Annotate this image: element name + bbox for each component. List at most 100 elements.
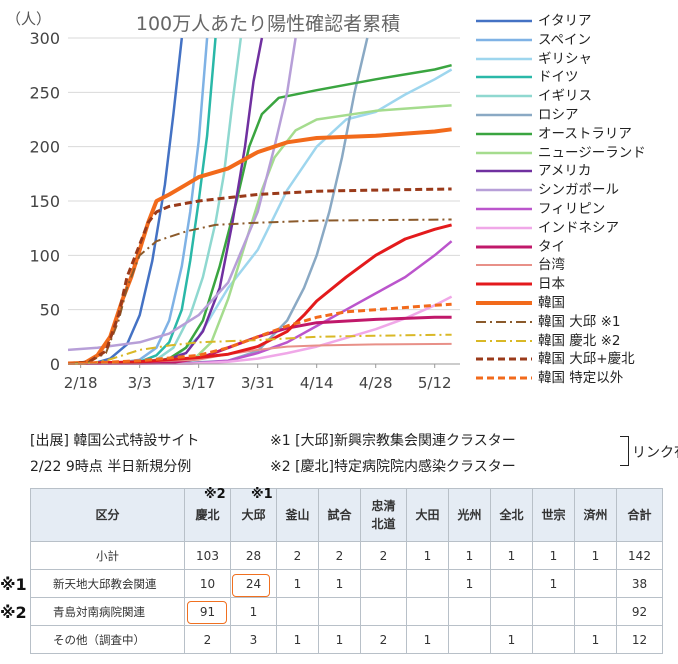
table-cell: 92 xyxy=(616,597,663,626)
series-line-16 xyxy=(68,218,452,365)
row-label: 新天地大邱教会関連 xyxy=(30,569,185,598)
source-notes: [出展] 韓国公式特設サイト 2/22 9時点 半日新規分例 ※1 [大邱]新興… xyxy=(30,428,678,484)
legend-label: 韓国 特定以外 xyxy=(538,370,624,387)
cases-table-wrap: 区分 慶北 大邱 釜山 試合 忠清 北道 大田 光州 全北 世宗 済州 合計 小計 103 28 2 2 2 1 1… xyxy=(30,488,663,654)
legend-item: ドイツ xyxy=(474,68,678,87)
table-header-cell: 釜山 xyxy=(276,488,319,542)
table-cell: 1 xyxy=(574,625,617,654)
y-tick-label: 300 xyxy=(29,29,60,48)
table-cell xyxy=(574,597,617,626)
legend-item: オーストラリア xyxy=(474,125,678,144)
highlight-daegu-cluster xyxy=(232,574,270,597)
source-line-2: 2/22 9時点 半日新規分例 xyxy=(30,459,192,475)
legend-swatch xyxy=(476,94,532,98)
link-label: リンク有 xyxy=(632,445,678,461)
legend-label: インドネシア xyxy=(538,219,619,236)
cases-table: 区分 慶北 大邱 釜山 試合 忠清 北道 大田 光州 全北 世宗 済州 合計 小計 103 28 2 2 2 1 1… xyxy=(30,488,663,654)
legend-label: イタリア xyxy=(538,13,592,29)
legend-swatch xyxy=(476,376,532,380)
table-cell xyxy=(360,569,407,598)
legend-item: 韓国 大邱+慶北 xyxy=(474,350,678,369)
x-tick-label: 5/12 xyxy=(418,374,452,392)
series-line-11 xyxy=(68,295,453,365)
legend-item: タイ xyxy=(474,238,678,257)
table-row: 新天地大邱教会関連 10 24 1 1 1 1 38 xyxy=(30,569,663,598)
legend-label: ギリシャ xyxy=(538,50,592,67)
series-line-9 xyxy=(68,37,297,352)
x-tick-label: 3/17 xyxy=(182,374,216,392)
legend-item: 日本 xyxy=(474,275,678,294)
table-row: その他（調査中） 2 3 1 1 2 1 1 1 12 xyxy=(30,625,663,654)
legend-swatch xyxy=(476,226,532,230)
legend-item: シンガポール xyxy=(474,181,678,200)
x-tick-label: 3/31 xyxy=(241,374,275,392)
table-header-cell: 光州 xyxy=(448,488,491,542)
legend-item: ギリシャ xyxy=(474,50,678,69)
legend-item: インドネシア xyxy=(474,219,678,238)
legend-swatch xyxy=(476,339,532,342)
table-header-cell: 忠清 北道 xyxy=(360,488,407,542)
series-line-19 xyxy=(68,302,452,365)
line-chart: 0 50 100 150 200 250 300 2/18 3/3 3/17 3/31 4/14 4/2… xyxy=(6,10,460,392)
chart-title: 100万人あたり陽性確認者累積 xyxy=(136,13,400,35)
legend-item: 韓国 特定以外 xyxy=(474,369,678,388)
table-cell xyxy=(490,597,533,626)
legend-swatch xyxy=(476,38,532,42)
top-mark-1: ※2 xyxy=(204,487,226,502)
table-header-cell: 試合 xyxy=(318,488,361,542)
series-line-17 xyxy=(68,333,452,365)
series-line-18 xyxy=(68,187,452,365)
table-cell: 103 xyxy=(184,541,231,570)
legend-item: 韓国 慶北 ※2 xyxy=(474,332,678,351)
table-cell xyxy=(448,597,491,626)
table-cell xyxy=(318,597,361,626)
legend-item: 台湾 xyxy=(474,256,678,275)
legend-swatch xyxy=(476,113,532,117)
table-cell: 1 xyxy=(406,625,449,654)
table-cell: 24 xyxy=(230,569,277,598)
table-header-cell: 全北 xyxy=(490,488,533,542)
legend-item: イギリス xyxy=(474,87,678,106)
legend-swatch xyxy=(476,76,532,79)
legend-label: タイ xyxy=(538,238,565,255)
x-tick-label: 3/3 xyxy=(128,374,152,392)
table-cell: 1 xyxy=(448,541,491,570)
table-header-cell: 大邱 xyxy=(230,488,277,542)
note-cluster-1: ※1 [大邱]新興宗教集会関連クラスター xyxy=(270,433,516,449)
legend-label: 韓国 大邱+慶北 xyxy=(538,351,635,368)
legend-label: フィリピン xyxy=(538,200,606,217)
legend-label: 日本 xyxy=(538,276,565,293)
legend-label: 韓国 xyxy=(538,294,565,311)
legend-item: ニュージーランド xyxy=(474,144,678,163)
table-row: 青島対南病院関連 91 1 92 xyxy=(30,597,663,626)
table-header-cell: 慶北 xyxy=(184,488,231,542)
note-cluster-2: ※2 [慶北]特定病院院内感染クラスター xyxy=(270,459,516,475)
legend-swatch xyxy=(476,320,532,323)
row-label: その他（調査中） xyxy=(30,625,185,654)
table-cell: 1 xyxy=(276,625,319,654)
table-header-cell: 区分 xyxy=(30,488,185,542)
table-cell: 1 xyxy=(532,541,575,570)
table-cell: 1 xyxy=(574,541,617,570)
table-cell: 3 xyxy=(230,625,277,654)
table-cell: 1 xyxy=(532,569,575,598)
table-cell: 1 xyxy=(318,569,361,598)
legend-swatch xyxy=(476,170,532,173)
series-line-7 xyxy=(68,104,452,365)
legend-swatch xyxy=(476,207,532,211)
legend-label: 台湾 xyxy=(538,257,565,274)
table-cell: 2 xyxy=(360,625,407,654)
legend-swatch xyxy=(476,357,532,361)
series-line-2 xyxy=(68,68,453,365)
legend-label: 韓国 大邱 ※1 xyxy=(538,313,621,330)
table-cell: 2 xyxy=(184,625,231,654)
row-label: 小計 xyxy=(30,541,185,570)
legend-swatch xyxy=(476,19,532,23)
legend-item: ロシア xyxy=(474,106,678,125)
x-tick-label: 4/28 xyxy=(359,374,393,392)
legend-swatch xyxy=(476,245,532,249)
bracket-divider xyxy=(620,436,629,466)
chart-legend: イタリア スペイン ギリシャ ドイツ イギリス ロシア オーストラリア ニュージーランド アメリ… xyxy=(474,12,678,388)
legend-swatch xyxy=(476,264,532,267)
table-cell xyxy=(406,597,449,626)
